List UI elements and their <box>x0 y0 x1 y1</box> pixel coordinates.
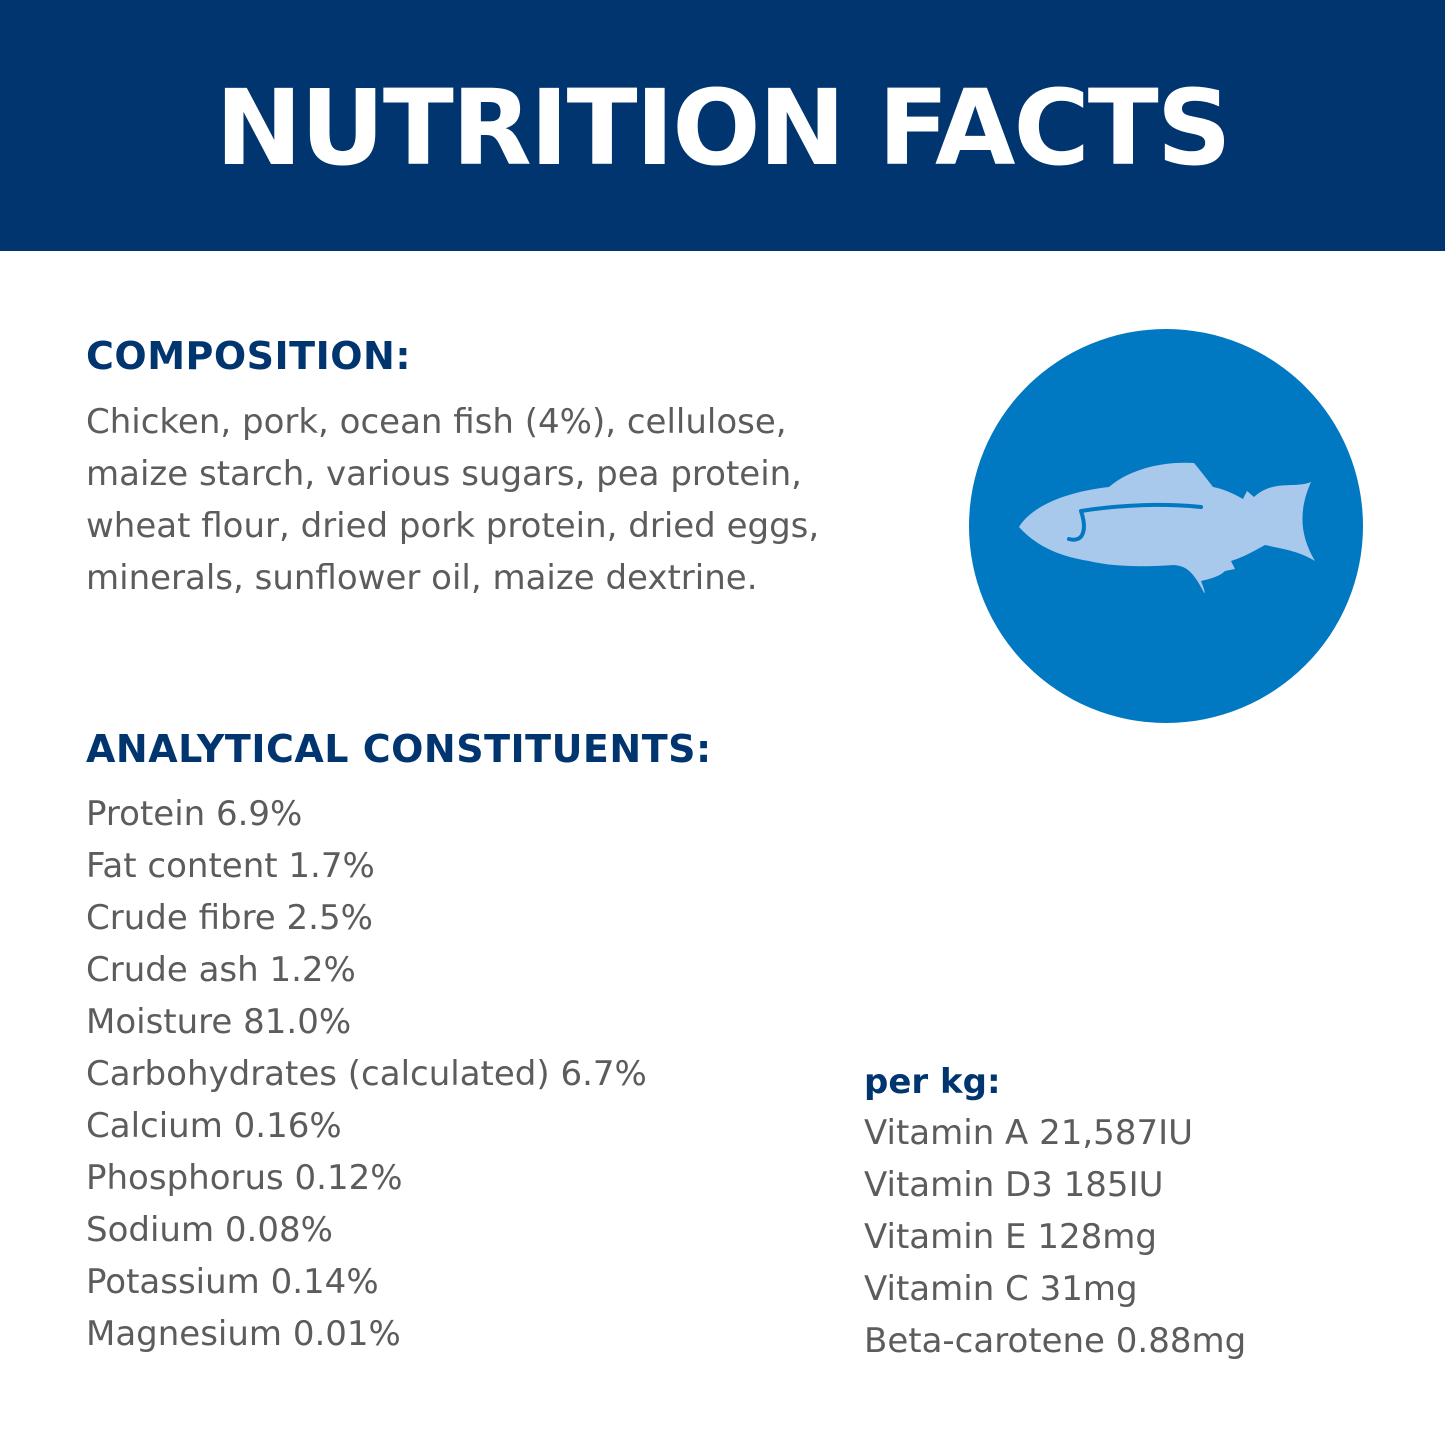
list-item: Sodium 0.08% <box>86 1210 333 1250</box>
composition-line: Chicken, pork, ocean fish (4%), cellulos… <box>86 402 787 442</box>
list-item: Moisture 81.0% <box>86 1002 352 1042</box>
composition-line: wheat flour, dried pork protein, dried e… <box>86 506 820 546</box>
composition-text: Chicken, pork, ocean fish (4%), cellulos… <box>86 396 906 604</box>
list-item: Vitamin D3 185IU <box>864 1165 1164 1205</box>
list-item: Fat content 1.7% <box>86 846 375 886</box>
composition-heading: COMPOSITION: <box>86 334 412 378</box>
list-item: Crude ash 1.2% <box>86 950 356 990</box>
header-banner: NUTRITION FACTS <box>0 0 1445 251</box>
list-item: Vitamin A 21,587IU <box>864 1113 1193 1153</box>
analytical-constituents-heading: ANALYTICAL CONSTITUENTS: <box>86 727 712 771</box>
list-item: Protein 6.9% <box>86 794 303 834</box>
list-item: Beta-carotene 0.88mg <box>864 1321 1247 1361</box>
list-item: Crude fibre 2.5% <box>86 898 373 938</box>
list-item: Calcium 0.16% <box>86 1106 342 1146</box>
composition-line: maize starch, various sugars, pea protei… <box>86 454 802 494</box>
list-item: Carbohydrates (calculated) 6.7% <box>86 1054 647 1094</box>
list-item: Vitamin E 128mg <box>864 1217 1157 1257</box>
list-item: Phosphorus 0.12% <box>86 1158 403 1198</box>
fish-icon <box>969 329 1363 723</box>
per-kg-heading: per kg: <box>864 1062 1001 1102</box>
list-item: Potassium 0.14% <box>86 1262 379 1302</box>
per-kg-list: Vitamin A 21,587IU Vitamin D3 185IU Vita… <box>864 1107 1424 1367</box>
composition-line: minerals, sunflower oil, maize dextrine. <box>86 558 758 598</box>
page-title: NUTRITION FACTS <box>215 66 1231 189</box>
list-item: Vitamin C 31mg <box>864 1269 1138 1309</box>
analytical-constituents-list: Protein 6.9% Fat content 1.7% Crude fibr… <box>86 788 846 1360</box>
list-item: Magnesium 0.01% <box>86 1314 401 1354</box>
fish-badge <box>969 329 1363 723</box>
